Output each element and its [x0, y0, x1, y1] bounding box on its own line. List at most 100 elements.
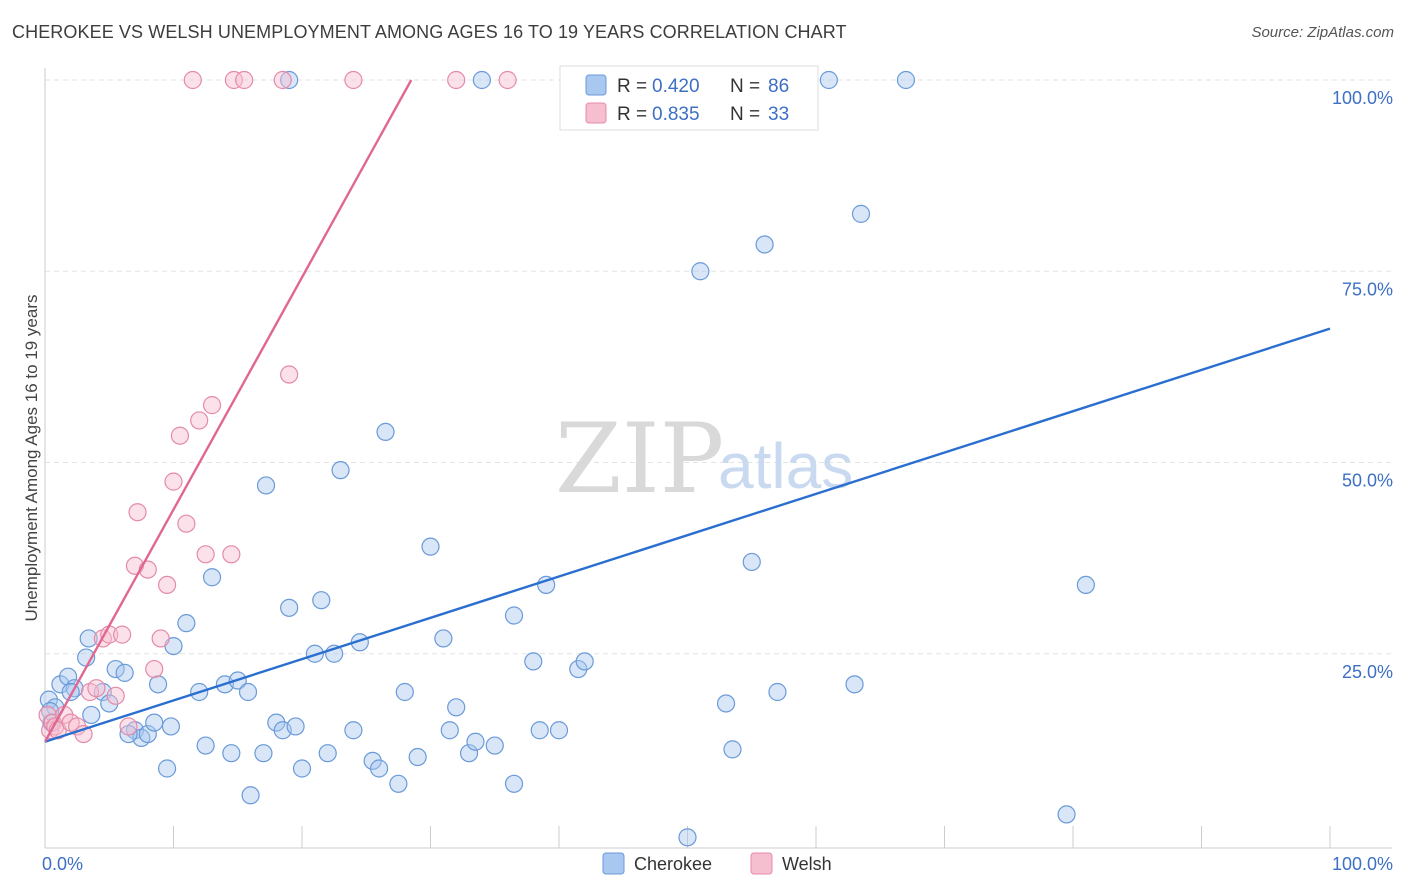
trend-lines [43, 79, 1331, 743]
bottom-legend-label-welsh: Welsh [782, 854, 832, 874]
legend-n-label-cherokee: N = [730, 76, 760, 97]
cherokee-point-57 [485, 736, 504, 755]
bottom-legend-label-cherokee: Cherokee [634, 854, 712, 874]
cherokee-point-49 [408, 747, 427, 767]
cherokee-point-41 [331, 461, 350, 480]
cherokee-point-53 [447, 698, 466, 717]
cherokee-point-8 [82, 705, 101, 725]
data-points [38, 70, 1095, 847]
cherokee-point-66 [575, 652, 594, 671]
cherokee-point-11 [106, 659, 125, 679]
x-tick-labels: 0.0% 100.0% [42, 854, 1393, 874]
cherokee-point-42 [344, 721, 363, 740]
welsh-point-31 [235, 70, 254, 90]
cherokee-point-28 [238, 682, 258, 702]
cherokee-point-77 [845, 675, 864, 694]
welsh-point-32 [273, 70, 292, 90]
watermark-atlas: atlas [718, 430, 853, 502]
cherokee-point-24 [202, 568, 222, 587]
x-tick-label-1: 100.0% [1332, 854, 1393, 874]
welsh-point-13 [106, 686, 125, 705]
grid-lines [45, 79, 1392, 655]
cherokee-point-52 [440, 721, 459, 740]
cherokee-point-17 [148, 675, 168, 694]
legend: R = 0.420 N = 86 R = 0.835 N = 33 [559, 65, 819, 131]
legend-n-value-welsh: 33 [768, 104, 789, 125]
cherokee-point-80 [1057, 805, 1076, 824]
cherokee-point-46 [376, 422, 395, 441]
cherokee-point-62 [537, 575, 556, 595]
legend-r-label-welsh: R = [617, 104, 647, 125]
welsh-trend-line [43, 79, 413, 743]
welsh-point-24 [177, 514, 196, 533]
welsh-point-21 [157, 575, 177, 595]
welsh-point-26 [190, 411, 209, 430]
chart-title: CHEROKEE VS WELSH UNEMPLOYMENT AMONG AGE… [12, 22, 847, 42]
bottom-legend-swatch-cherokee [602, 852, 625, 875]
y-tick-label-0: 25.0% [1342, 662, 1393, 682]
cherokee-point-54 [459, 744, 479, 763]
y-tick-label-1: 50.0% [1342, 471, 1393, 491]
cherokee-point-29 [241, 786, 260, 805]
welsh-point-28 [202, 396, 222, 415]
cherokee-point-63 [549, 721, 569, 740]
legend-n-value-cherokee: 86 [768, 76, 789, 97]
legend-r-value-welsh: 0.835 [652, 104, 700, 125]
cherokee-point-48 [395, 682, 414, 702]
y-tick-labels: 25.0% 50.0% 75.0% 100.0% [1332, 88, 1393, 682]
legend-swatch-welsh [585, 102, 607, 124]
cherokee-point-76 [819, 70, 838, 90]
cherokee-point-35 [286, 717, 305, 736]
welsh-point-36 [498, 70, 517, 90]
welsh-point-18 [138, 560, 157, 579]
welsh-point-14 [112, 625, 132, 644]
cherokee-point-61 [530, 721, 549, 740]
cherokee-point-34 [280, 598, 299, 617]
legend-r-label-cherokee: R = [617, 76, 647, 97]
source-credit: Source: ZipAtlas.com [1251, 24, 1394, 41]
cherokee-point-23 [196, 736, 215, 755]
cherokee-trend-line [44, 327, 1331, 743]
cherokee-point-50 [421, 537, 440, 556]
y-axis-label: Unemployment Among Ages 16 to 19 years [22, 295, 41, 622]
cherokee-point-56 [472, 70, 491, 90]
cherokee-point-75 [768, 682, 787, 702]
cherokee-point-68 [678, 828, 697, 847]
cherokee-point-74 [755, 235, 774, 254]
welsh-point-17 [128, 503, 147, 522]
welsh-point-34 [344, 70, 363, 90]
welsh-point-33 [280, 365, 299, 384]
cherokee-point-69 [691, 262, 710, 281]
cherokee-point-7 [79, 629, 98, 648]
cherokee-point-51 [434, 629, 453, 648]
legend-n-label-welsh: N = [730, 104, 760, 125]
legend-r-value-cherokee: 0.420 [652, 76, 700, 97]
cherokee-point-84 [119, 724, 138, 744]
cherokee-point-71 [723, 740, 742, 759]
cherokee-point-31 [256, 476, 276, 495]
cherokee-point-60 [524, 652, 543, 671]
cherokee-point-16 [145, 713, 164, 732]
cherokee-point-19 [161, 717, 181, 736]
bottom-legend: Cherokee Welsh [602, 852, 832, 875]
watermark-zip: ZIP [555, 403, 724, 515]
y-tick-label-3: 100.0% [1332, 88, 1393, 108]
cherokee-point-59 [504, 606, 524, 625]
cherokee-point-18 [157, 759, 177, 778]
watermark: ZIP atlas [555, 403, 853, 515]
x-tick-label-0: 0.0% [42, 854, 83, 874]
cherokee-point-73 [742, 552, 761, 572]
welsh-point-23 [170, 426, 190, 445]
welsh-point-25 [183, 70, 202, 90]
cherokee-point-26 [222, 744, 241, 763]
y-tick-label-2: 75.0% [1342, 279, 1393, 299]
cherokee-point-79 [896, 70, 916, 90]
cherokee-point-4 [59, 667, 78, 686]
cherokee-point-47 [389, 774, 408, 793]
welsh-point-10 [87, 679, 106, 698]
cherokee-point-12 [115, 663, 134, 682]
cherokee-point-21 [177, 614, 196, 633]
cherokee-point-55 [466, 732, 485, 751]
bottom-legend-swatch-welsh [750, 852, 773, 875]
